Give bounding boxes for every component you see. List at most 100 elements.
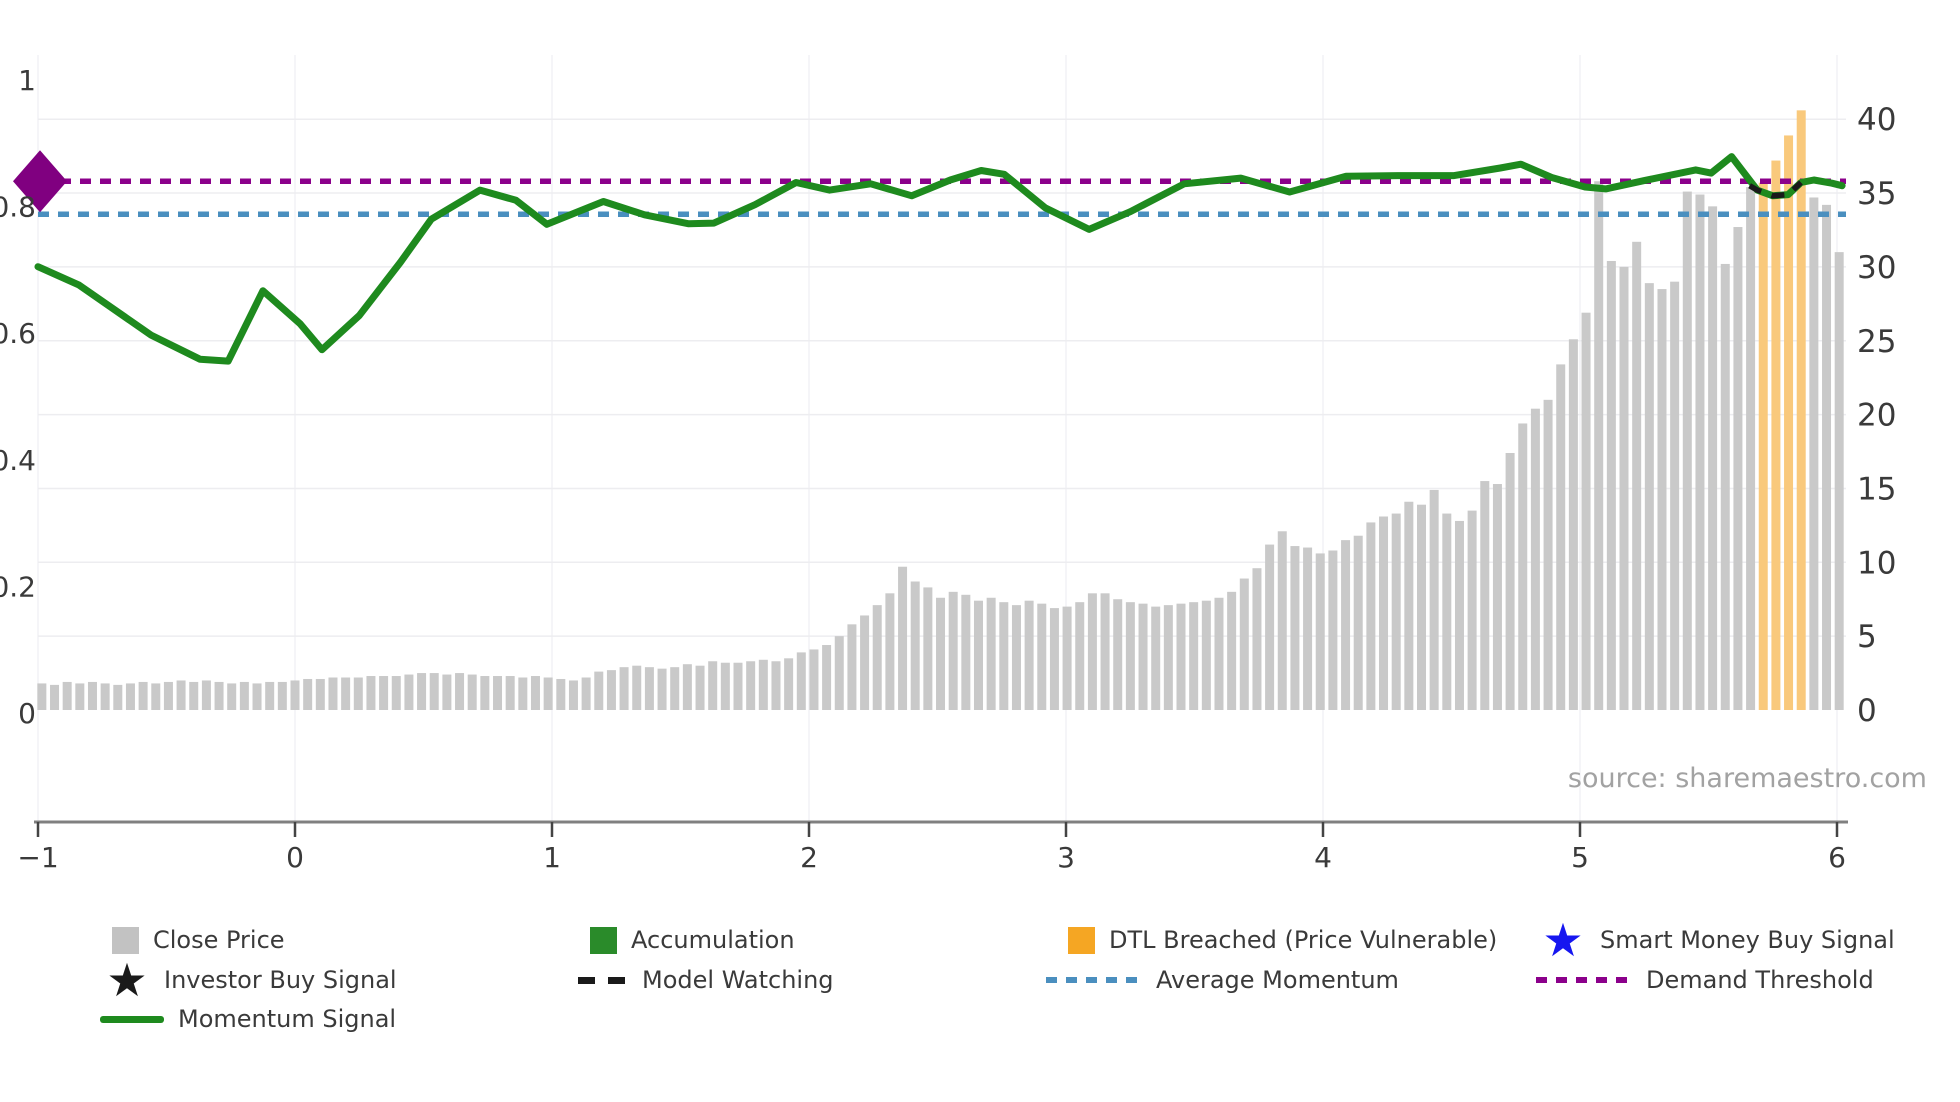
close-price-bar [1657, 289, 1667, 710]
close-price-bar [1100, 593, 1110, 710]
left-axis-tick-label: 0.8 [0, 191, 36, 224]
close-price-bar [860, 615, 870, 710]
close-price-bar [1429, 489, 1439, 710]
close-price-bar [872, 605, 882, 710]
close-price-bar [1315, 553, 1325, 710]
close-price-bar [1113, 599, 1123, 710]
close-price-bar [1834, 252, 1844, 710]
close-price-bar [1227, 591, 1237, 710]
close-price-bar [493, 676, 503, 710]
close-price-bar [1277, 531, 1287, 710]
close-price-bar [429, 673, 439, 710]
blue-star-icon: ★ [1542, 913, 1584, 967]
close-price-bar [1568, 339, 1578, 710]
close-price-bar [1391, 513, 1401, 710]
legend-item-model-watching: Model Watching [578, 962, 834, 998]
close-price-bar [214, 681, 224, 710]
close-price-bar [37, 683, 47, 710]
close-price-bar [455, 673, 465, 710]
close-price-bar [1303, 547, 1313, 710]
right-axis-tick-label: 35 [1857, 176, 1896, 212]
dtl-breached-bar [1796, 110, 1806, 710]
close-price-bar [252, 683, 262, 710]
legend-label-close-price: Close Price [153, 926, 285, 954]
close-price-bar [1505, 453, 1515, 710]
close-price-bar [733, 662, 743, 710]
close-price-bar [379, 676, 389, 710]
close-price-bar [138, 681, 148, 710]
close-price-bar [530, 676, 540, 710]
legend-item-demand-threshold: Demand Threshold [1536, 962, 1874, 998]
close-price-bar [1480, 481, 1490, 710]
left-axis-tick-label: 1 [18, 64, 36, 97]
close-price-bar [315, 678, 325, 710]
close-price-bar [543, 677, 553, 710]
legend-item-momentum-signal: Momentum Signal [100, 1001, 396, 1037]
x-tick-label: 3 [1057, 841, 1075, 874]
accumulation-swatch-icon [590, 926, 617, 954]
close-price-bar [1138, 603, 1148, 710]
close-price-bar [1328, 550, 1338, 710]
close-price-bar [1530, 408, 1540, 710]
right-axis-tick-label: 40 [1857, 102, 1896, 138]
close-price-bar [1492, 484, 1502, 710]
dtl-breached-bar [1784, 135, 1794, 710]
x-tick-label: 6 [1828, 841, 1846, 874]
close-price-bar [1442, 513, 1452, 710]
close-price-bar [50, 684, 60, 710]
legend-label-model-watching: Model Watching [642, 966, 834, 994]
x-tick-label: 0 [286, 841, 304, 874]
close-price-bar [341, 677, 351, 710]
close-price-bar [100, 683, 110, 710]
close-price-bar [1695, 194, 1705, 711]
left-axis-tick-label: 0.4 [0, 444, 36, 477]
close-price-bar [1619, 266, 1629, 710]
close-price-bar [809, 649, 819, 710]
black-dashed-line-icon [578, 976, 628, 984]
close-price-bar [1049, 608, 1059, 710]
close-price-bar [353, 677, 363, 710]
close-price-bar [1682, 191, 1692, 710]
close-price-bar [923, 587, 933, 710]
close-price-bar [1720, 263, 1730, 710]
close-price-bar [885, 593, 895, 710]
left-axis-tick-label: 0.2 [0, 570, 36, 603]
close-price-bar [822, 645, 832, 710]
close-price-bar [847, 624, 857, 710]
close-price-bar [391, 676, 401, 710]
close-price-bar [973, 600, 983, 710]
close-price-bar [1644, 283, 1654, 710]
close-price-bar [1606, 260, 1616, 710]
close-price-bar [910, 581, 920, 710]
close-price-bar [1176, 603, 1186, 710]
close-price-bar [1214, 597, 1224, 710]
close-price-bar [467, 674, 477, 710]
close-price-bar [62, 681, 72, 710]
close-price-bar [1125, 602, 1135, 710]
momentum-signal-line [34, 153, 1846, 365]
close-price-bar [1201, 600, 1211, 710]
close-price-bar [75, 683, 85, 710]
close-price-bar [277, 681, 287, 710]
close-price-bar [720, 662, 730, 710]
close-price-bar [1290, 546, 1300, 710]
legend-label-demand-threshold: Demand Threshold [1646, 966, 1874, 994]
legend-label-smart-money-buy-signal: Smart Money Buy Signal [1600, 926, 1895, 954]
close-price-bar [606, 670, 616, 710]
close-price-bar [1556, 364, 1566, 710]
close-price-bar [480, 676, 490, 710]
left-axis-tick-label: 0.6 [0, 317, 36, 350]
right-axis-tick-label: 15 [1857, 471, 1896, 507]
close-price-bar [796, 652, 806, 710]
legend-item-close-price: Close Price [112, 922, 285, 958]
close-price-bar [404, 674, 414, 710]
legend-label-dtl-breached: DTL Breached (Price Vulnerable) [1109, 926, 1498, 954]
legend-item-average-momentum: Average Momentum [1046, 962, 1399, 998]
close-price-bar [303, 678, 313, 710]
close-price-bar [568, 680, 578, 710]
close-price-bar [1809, 197, 1819, 710]
close-price-bar [619, 667, 629, 710]
chart-legend: Close Price ★ Investor Buy Signal Moment… [0, 880, 1960, 1102]
x-tick-label: 2 [800, 841, 818, 874]
purple-dotted-line-icon [1536, 977, 1632, 983]
